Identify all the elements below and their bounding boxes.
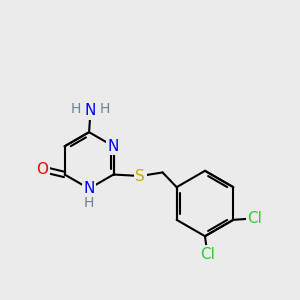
Text: H: H (71, 102, 82, 116)
Text: N: N (85, 103, 96, 118)
Text: N: N (108, 139, 119, 154)
Text: Cl: Cl (247, 211, 262, 226)
Text: H: H (84, 196, 94, 210)
Text: Cl: Cl (200, 247, 215, 262)
Text: S: S (135, 169, 145, 184)
Text: N: N (83, 181, 95, 196)
Text: O: O (36, 162, 48, 177)
Text: H: H (100, 102, 110, 116)
